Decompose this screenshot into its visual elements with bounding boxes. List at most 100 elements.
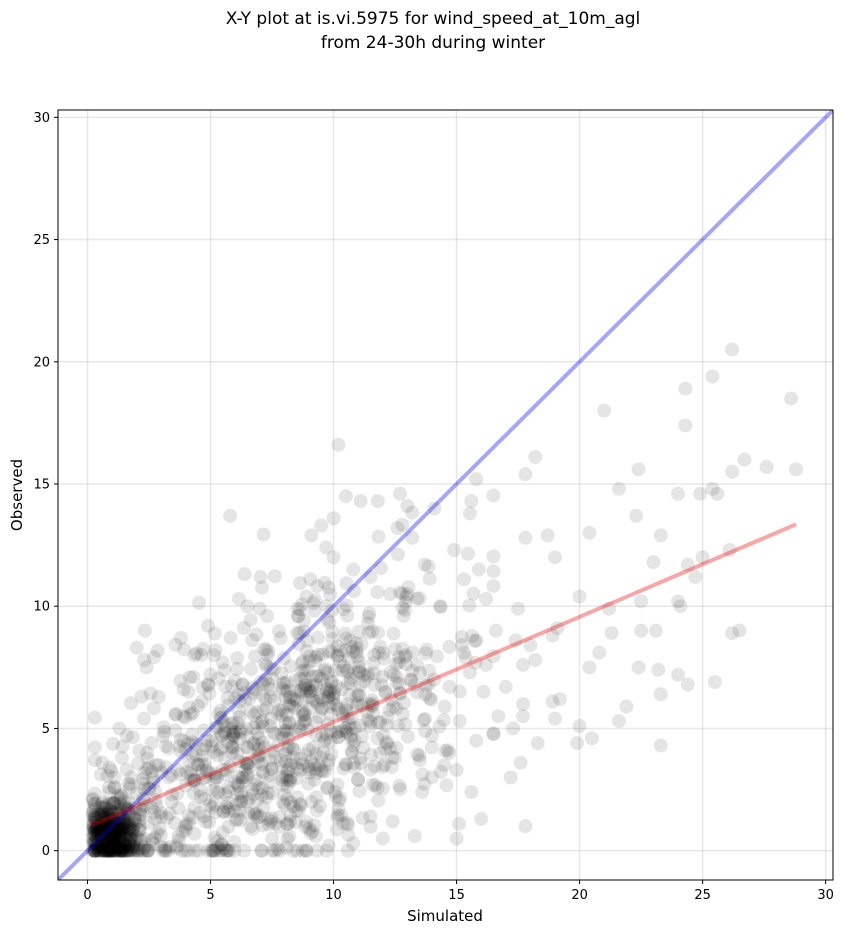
data-point	[306, 683, 321, 698]
data-point	[379, 718, 394, 733]
data-point	[86, 821, 101, 836]
data-point	[149, 758, 164, 773]
data-point	[87, 836, 102, 851]
data-point	[104, 796, 119, 811]
data-point	[427, 501, 442, 516]
data-point	[317, 663, 332, 678]
data-point	[114, 822, 129, 837]
data-point	[344, 746, 359, 761]
data-point	[275, 770, 290, 785]
data-point	[276, 675, 291, 690]
data-point	[96, 807, 111, 822]
data-point	[289, 693, 304, 708]
data-point	[285, 741, 300, 756]
data-point	[93, 820, 108, 835]
data-point	[95, 807, 110, 822]
data-point	[403, 673, 418, 688]
data-point	[518, 819, 533, 834]
data-point	[297, 713, 312, 728]
data-point	[462, 598, 477, 613]
data-point	[282, 739, 297, 754]
data-point	[112, 837, 127, 852]
data-point	[232, 754, 247, 769]
data-point	[136, 772, 151, 787]
data-point	[389, 656, 404, 671]
data-point	[255, 688, 270, 703]
data-point	[326, 550, 341, 565]
data-point	[136, 798, 151, 813]
data-point	[125, 842, 140, 857]
data-point	[94, 843, 109, 858]
data-point	[361, 609, 376, 624]
data-point	[121, 840, 136, 855]
data-point	[290, 601, 305, 616]
data-point	[263, 682, 278, 697]
data-point	[237, 843, 252, 858]
data-point	[215, 763, 230, 777]
data-point	[344, 744, 359, 759]
data-point	[225, 739, 240, 754]
data-point	[373, 745, 388, 760]
data-point	[197, 792, 212, 807]
data-point	[93, 837, 108, 852]
data-point	[195, 680, 210, 695]
data-point	[360, 669, 375, 684]
data-point	[330, 808, 345, 823]
data-point	[101, 810, 116, 825]
data-point	[95, 800, 110, 815]
data-point	[96, 817, 111, 832]
data-point	[653, 528, 668, 543]
data-point	[96, 800, 111, 815]
data-point	[112, 814, 127, 829]
data-point	[340, 664, 355, 679]
data-point	[338, 721, 353, 736]
data-point	[292, 625, 307, 640]
data-point	[302, 765, 317, 780]
data-point	[125, 823, 140, 838]
data-point	[230, 650, 245, 665]
data-point	[85, 826, 100, 841]
data-point	[722, 543, 737, 557]
data-point	[331, 802, 346, 817]
data-point	[108, 838, 123, 853]
data-point	[350, 641, 365, 656]
data-point	[320, 612, 335, 627]
data-point	[250, 792, 265, 807]
data-point	[232, 710, 247, 725]
data-point	[104, 817, 119, 832]
data-point	[151, 758, 166, 773]
data-point	[264, 761, 279, 776]
data-point	[126, 822, 141, 837]
data-point	[253, 569, 268, 584]
data-point	[370, 585, 385, 600]
plot-frame	[57, 109, 834, 881]
data-point	[201, 678, 216, 693]
data-point	[86, 816, 101, 831]
data-point	[253, 674, 268, 689]
data-point	[488, 623, 503, 638]
data-point	[185, 810, 200, 825]
data-point	[629, 508, 644, 523]
data-point	[126, 843, 141, 858]
data-point	[100, 834, 115, 849]
data-point	[305, 692, 320, 707]
data-point	[85, 822, 100, 837]
data-point	[383, 741, 398, 756]
data-point	[317, 734, 332, 749]
data-point	[336, 816, 351, 831]
data-point	[90, 822, 105, 837]
data-point	[368, 777, 383, 792]
data-point	[462, 665, 477, 680]
data-point	[279, 723, 294, 738]
data-point	[318, 764, 333, 779]
data-point	[324, 675, 339, 690]
data-point	[424, 728, 439, 743]
data-point	[101, 834, 116, 849]
data-point	[100, 807, 115, 822]
data-point	[280, 683, 295, 698]
data-point	[224, 716, 239, 731]
data-point	[116, 835, 131, 850]
data-point	[100, 836, 115, 851]
data-point	[135, 791, 150, 806]
data-point	[324, 674, 339, 689]
